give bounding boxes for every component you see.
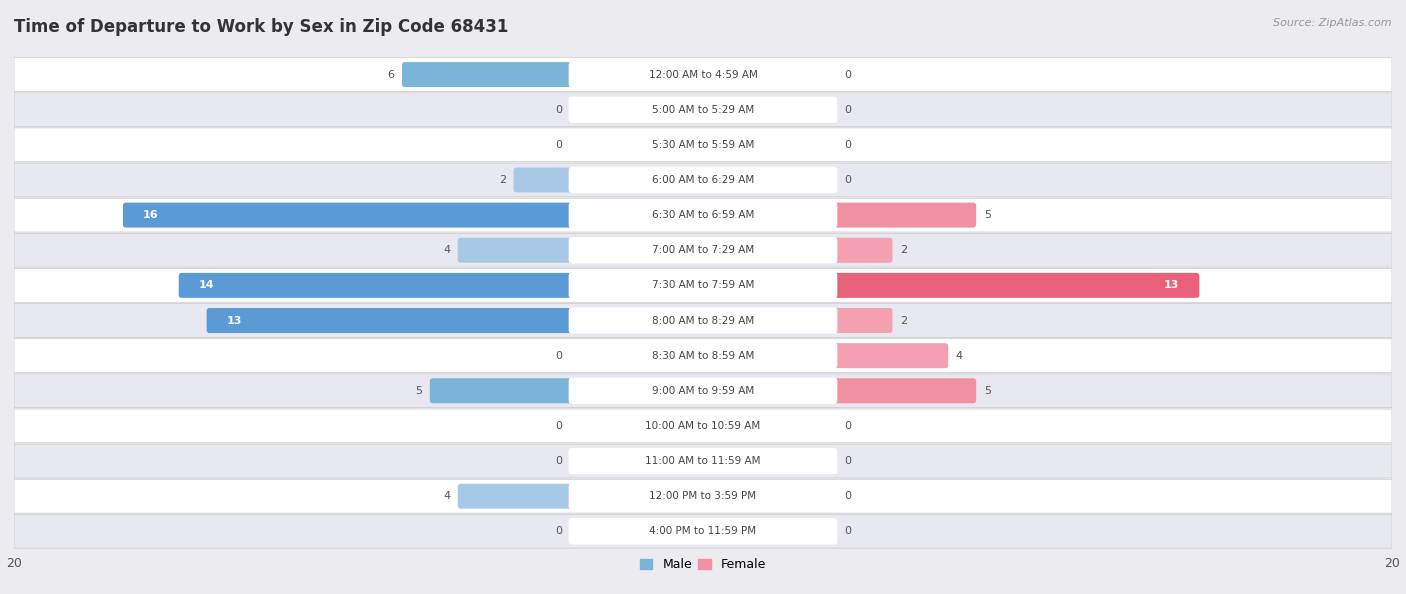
Text: 9:00 AM to 9:59 AM: 9:00 AM to 9:59 AM [652,386,754,396]
FancyBboxPatch shape [831,343,948,368]
Text: 5:00 AM to 5:29 AM: 5:00 AM to 5:29 AM [652,105,754,115]
Text: 0: 0 [844,526,851,536]
Legend: Male, Female: Male, Female [636,553,770,576]
Text: 4: 4 [443,245,450,255]
FancyBboxPatch shape [831,378,976,403]
Text: 0: 0 [844,421,851,431]
Text: 5: 5 [415,386,422,396]
Text: Time of Departure to Work by Sex in Zip Code 68431: Time of Departure to Work by Sex in Zip … [14,18,509,36]
Text: 13: 13 [1164,280,1180,290]
FancyBboxPatch shape [14,268,1392,302]
FancyBboxPatch shape [831,273,1199,298]
Text: 0: 0 [555,421,562,431]
FancyBboxPatch shape [14,198,1392,232]
FancyBboxPatch shape [14,128,1392,162]
FancyBboxPatch shape [831,308,893,333]
Text: 6:30 AM to 6:59 AM: 6:30 AM to 6:59 AM [652,210,754,220]
FancyBboxPatch shape [831,203,976,228]
FancyBboxPatch shape [568,202,838,228]
FancyBboxPatch shape [458,484,575,508]
Text: 7:00 AM to 7:29 AM: 7:00 AM to 7:29 AM [652,245,754,255]
Text: 0: 0 [844,491,851,501]
FancyBboxPatch shape [568,307,838,334]
FancyBboxPatch shape [14,233,1392,267]
Text: 10:00 AM to 10:59 AM: 10:00 AM to 10:59 AM [645,421,761,431]
FancyBboxPatch shape [14,163,1392,197]
Text: 0: 0 [555,456,562,466]
FancyBboxPatch shape [568,96,838,123]
FancyBboxPatch shape [568,237,838,263]
FancyBboxPatch shape [430,378,575,403]
Text: 8:00 AM to 8:29 AM: 8:00 AM to 8:29 AM [652,315,754,326]
Text: 6: 6 [388,69,394,80]
FancyBboxPatch shape [568,132,838,158]
FancyBboxPatch shape [14,374,1392,407]
Text: 12:00 PM to 3:59 PM: 12:00 PM to 3:59 PM [650,491,756,501]
Text: 0: 0 [555,105,562,115]
Text: 4:00 PM to 11:59 PM: 4:00 PM to 11:59 PM [650,526,756,536]
Text: 5: 5 [984,386,991,396]
FancyBboxPatch shape [458,238,575,263]
FancyBboxPatch shape [568,378,838,404]
Text: 13: 13 [226,315,242,326]
FancyBboxPatch shape [568,413,838,439]
FancyBboxPatch shape [14,339,1392,372]
Text: 4: 4 [956,350,963,361]
FancyBboxPatch shape [14,58,1392,91]
Text: 2: 2 [900,245,907,255]
Text: 12:00 AM to 4:59 AM: 12:00 AM to 4:59 AM [648,69,758,80]
Text: 7:30 AM to 7:59 AM: 7:30 AM to 7:59 AM [652,280,754,290]
Text: 4: 4 [443,491,450,501]
Text: 0: 0 [555,350,562,361]
Text: 0: 0 [555,526,562,536]
Text: 0: 0 [844,175,851,185]
FancyBboxPatch shape [402,62,575,87]
FancyBboxPatch shape [568,272,838,299]
Text: 0: 0 [844,140,851,150]
Text: 0: 0 [844,456,851,466]
Text: 14: 14 [198,280,214,290]
Text: 0: 0 [555,140,562,150]
FancyBboxPatch shape [14,479,1392,513]
Text: 11:00 AM to 11:59 AM: 11:00 AM to 11:59 AM [645,456,761,466]
FancyBboxPatch shape [14,409,1392,443]
FancyBboxPatch shape [568,61,838,88]
FancyBboxPatch shape [14,93,1392,127]
FancyBboxPatch shape [513,168,575,192]
FancyBboxPatch shape [14,304,1392,337]
FancyBboxPatch shape [14,444,1392,478]
FancyBboxPatch shape [568,343,838,369]
Text: 2: 2 [499,175,506,185]
Text: 6:00 AM to 6:29 AM: 6:00 AM to 6:29 AM [652,175,754,185]
FancyBboxPatch shape [568,518,838,545]
FancyBboxPatch shape [568,483,838,510]
FancyBboxPatch shape [14,514,1392,548]
Text: 8:30 AM to 8:59 AM: 8:30 AM to 8:59 AM [652,350,754,361]
FancyBboxPatch shape [831,238,893,263]
FancyBboxPatch shape [122,203,575,228]
Text: 5:30 AM to 5:59 AM: 5:30 AM to 5:59 AM [652,140,754,150]
FancyBboxPatch shape [568,167,838,193]
FancyBboxPatch shape [568,448,838,474]
Text: 0: 0 [844,69,851,80]
FancyBboxPatch shape [179,273,575,298]
Text: 5: 5 [984,210,991,220]
Text: 2: 2 [900,315,907,326]
Text: 16: 16 [143,210,159,220]
Text: 0: 0 [844,105,851,115]
Text: Source: ZipAtlas.com: Source: ZipAtlas.com [1274,18,1392,28]
FancyBboxPatch shape [207,308,575,333]
